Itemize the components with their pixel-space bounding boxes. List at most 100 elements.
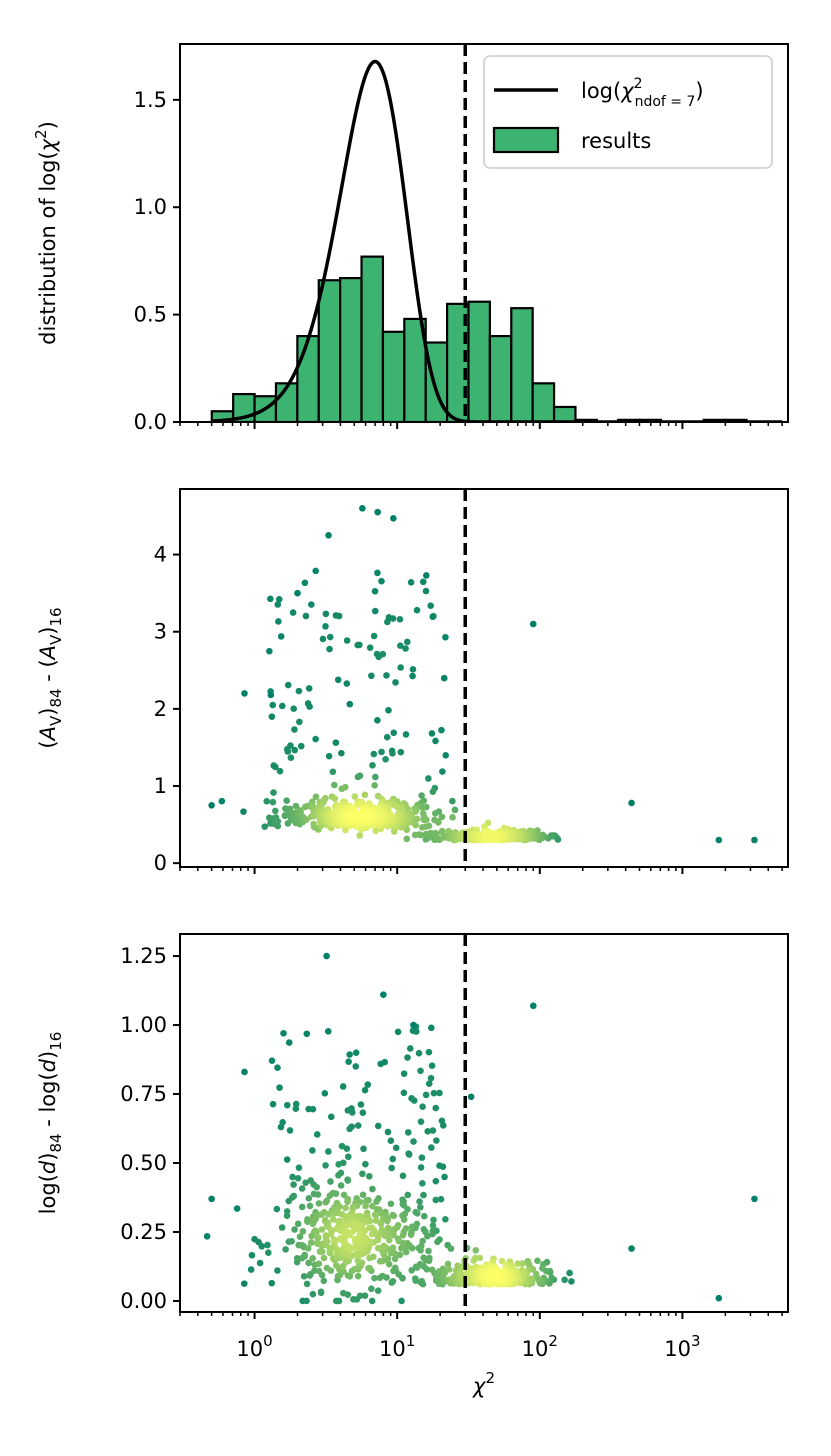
scatter-point bbox=[467, 1093, 475, 1101]
scatter-point bbox=[305, 1194, 313, 1202]
scatter-point bbox=[402, 731, 410, 738]
scatter-point bbox=[208, 1195, 215, 1203]
scatter-point bbox=[292, 802, 300, 810]
y-tick-label: 2 bbox=[154, 697, 167, 721]
scatter-point bbox=[433, 1137, 440, 1144]
scatter-point bbox=[269, 798, 277, 806]
scatter-point bbox=[411, 831, 419, 839]
scatter-point bbox=[561, 1276, 568, 1284]
legend: log(χ2 ndof = 7)results bbox=[483, 55, 773, 169]
scatter-point bbox=[438, 813, 446, 821]
scatter-point bbox=[332, 739, 340, 746]
scatter-point bbox=[325, 752, 333, 760]
scatter-point bbox=[304, 700, 312, 707]
scatter-point bbox=[417, 1067, 424, 1075]
scatter-point bbox=[292, 1105, 300, 1113]
scatter-point bbox=[429, 1230, 436, 1238]
scatter-point bbox=[394, 1235, 402, 1243]
scatter-point bbox=[390, 729, 398, 737]
scatter-point bbox=[332, 612, 340, 619]
scatter-point bbox=[361, 1086, 369, 1094]
scatter-point bbox=[327, 1113, 335, 1121]
scatter-point bbox=[294, 1220, 302, 1228]
scatter-point bbox=[403, 638, 411, 646]
scatter-point bbox=[529, 620, 537, 628]
scatter-point bbox=[418, 1154, 426, 1161]
scatter-point bbox=[370, 750, 378, 758]
y-tick-label: 1.25 bbox=[120, 944, 167, 968]
scatter-point bbox=[408, 1223, 416, 1230]
scatter-point bbox=[276, 1084, 283, 1091]
scatter-point bbox=[372, 827, 379, 835]
scatter-point bbox=[359, 1109, 367, 1117]
scatter-point bbox=[322, 623, 329, 630]
scatter-point bbox=[404, 1054, 411, 1061]
scatter-point bbox=[323, 952, 330, 960]
scatter-point bbox=[383, 672, 390, 679]
scatter-point bbox=[374, 508, 381, 516]
scatter-point bbox=[373, 650, 381, 658]
scatter-point bbox=[293, 1255, 301, 1262]
scatter-point bbox=[417, 1203, 424, 1211]
scatter-point bbox=[294, 1175, 302, 1182]
scatter-point bbox=[362, 1160, 369, 1168]
scatter-point bbox=[312, 1216, 319, 1223]
scatter-point bbox=[346, 700, 354, 708]
scatter-point bbox=[274, 601, 282, 608]
histogram-panel: 0.0 0.5 1.0 1.5 distribution of log(χ2) log(χ… bbox=[32, 43, 789, 434]
scatter-point bbox=[218, 797, 226, 805]
scatter-point bbox=[310, 820, 317, 828]
scatter-point bbox=[344, 1272, 352, 1279]
histogram-bar bbox=[296, 334, 320, 422]
scatter-point bbox=[628, 799, 635, 807]
scatter-point bbox=[315, 1267, 323, 1275]
scatter-point bbox=[329, 1216, 337, 1223]
histogram-bar bbox=[531, 382, 556, 422]
scatter-point bbox=[390, 515, 397, 522]
scatter-point bbox=[298, 1185, 306, 1192]
scatter-point bbox=[628, 1245, 635, 1252]
scatter-point bbox=[294, 589, 301, 597]
scatter-point bbox=[442, 1216, 449, 1223]
scatter-point bbox=[325, 1210, 332, 1218]
y-tick-label: 0.75 bbox=[120, 1082, 167, 1106]
scatter-point bbox=[291, 726, 298, 733]
scatter-point bbox=[368, 1285, 375, 1293]
scatter-point bbox=[472, 1247, 480, 1254]
scatter-point bbox=[366, 1254, 373, 1262]
scatter-point bbox=[378, 1209, 385, 1217]
scatter-point bbox=[417, 1164, 425, 1171]
scatter-point bbox=[751, 836, 758, 844]
y-axis-label: log(d)84 - log(d)16 bbox=[36, 1032, 65, 1215]
y-tick-label: 1 bbox=[154, 774, 167, 798]
scatter-point bbox=[318, 1226, 326, 1233]
scatter-point bbox=[415, 1244, 423, 1252]
scatter-point bbox=[389, 1277, 397, 1285]
scatter-point bbox=[374, 569, 381, 577]
scatter-point bbox=[372, 1217, 380, 1224]
scatter-point bbox=[374, 1244, 382, 1252]
scatter-point bbox=[404, 1239, 411, 1247]
scatter-point bbox=[365, 1172, 373, 1180]
histogram-bar bbox=[467, 300, 491, 422]
scatter-point bbox=[309, 1290, 317, 1298]
scatter-point bbox=[269, 1100, 277, 1108]
scatter-point bbox=[298, 1203, 306, 1211]
scatter-point bbox=[381, 1058, 389, 1066]
scatter-point bbox=[256, 1259, 264, 1267]
scatter-point bbox=[326, 645, 333, 653]
scatter-point bbox=[319, 1248, 326, 1256]
scatter-point bbox=[449, 797, 456, 805]
scatter-point bbox=[291, 746, 299, 754]
scatter-point bbox=[389, 615, 397, 622]
scatter-point bbox=[391, 1255, 399, 1263]
scatter-point bbox=[240, 808, 247, 815]
scatter-point bbox=[233, 1205, 241, 1212]
plot-area bbox=[210, 59, 783, 422]
scatter-point bbox=[380, 991, 387, 998]
plot-area bbox=[208, 504, 758, 844]
scatter-point bbox=[328, 1227, 336, 1234]
histogram-bar bbox=[317, 279, 342, 422]
scatter-point bbox=[425, 1048, 433, 1056]
